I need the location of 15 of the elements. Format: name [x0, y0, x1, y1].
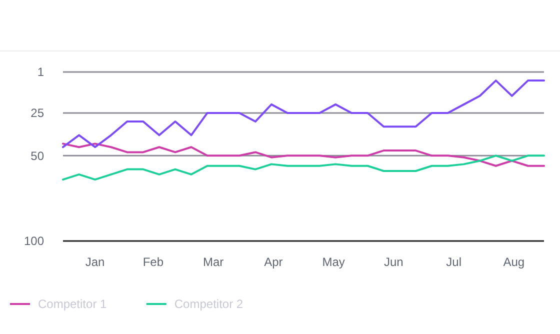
x-tick-label: Aug [503, 255, 525, 269]
y-tick-label: 100 [24, 234, 44, 248]
x-tick-label: May [322, 255, 345, 269]
y-tick-label: 1 [37, 65, 44, 80]
x-tick-label: Apr [264, 255, 283, 269]
line-series [62, 142, 545, 167]
x-tick-label: Jul [446, 255, 462, 269]
line-series [62, 154, 545, 181]
line-series [62, 80, 545, 148]
x-tick-label: Jun [384, 255, 404, 269]
y-tick-label: 50 [30, 148, 44, 163]
x-tick-label: Feb [142, 255, 164, 269]
x-tick-label: Jan [85, 255, 105, 269]
y-tick-label: 25 [30, 106, 44, 120]
x-tick-label: Mar [202, 255, 224, 269]
